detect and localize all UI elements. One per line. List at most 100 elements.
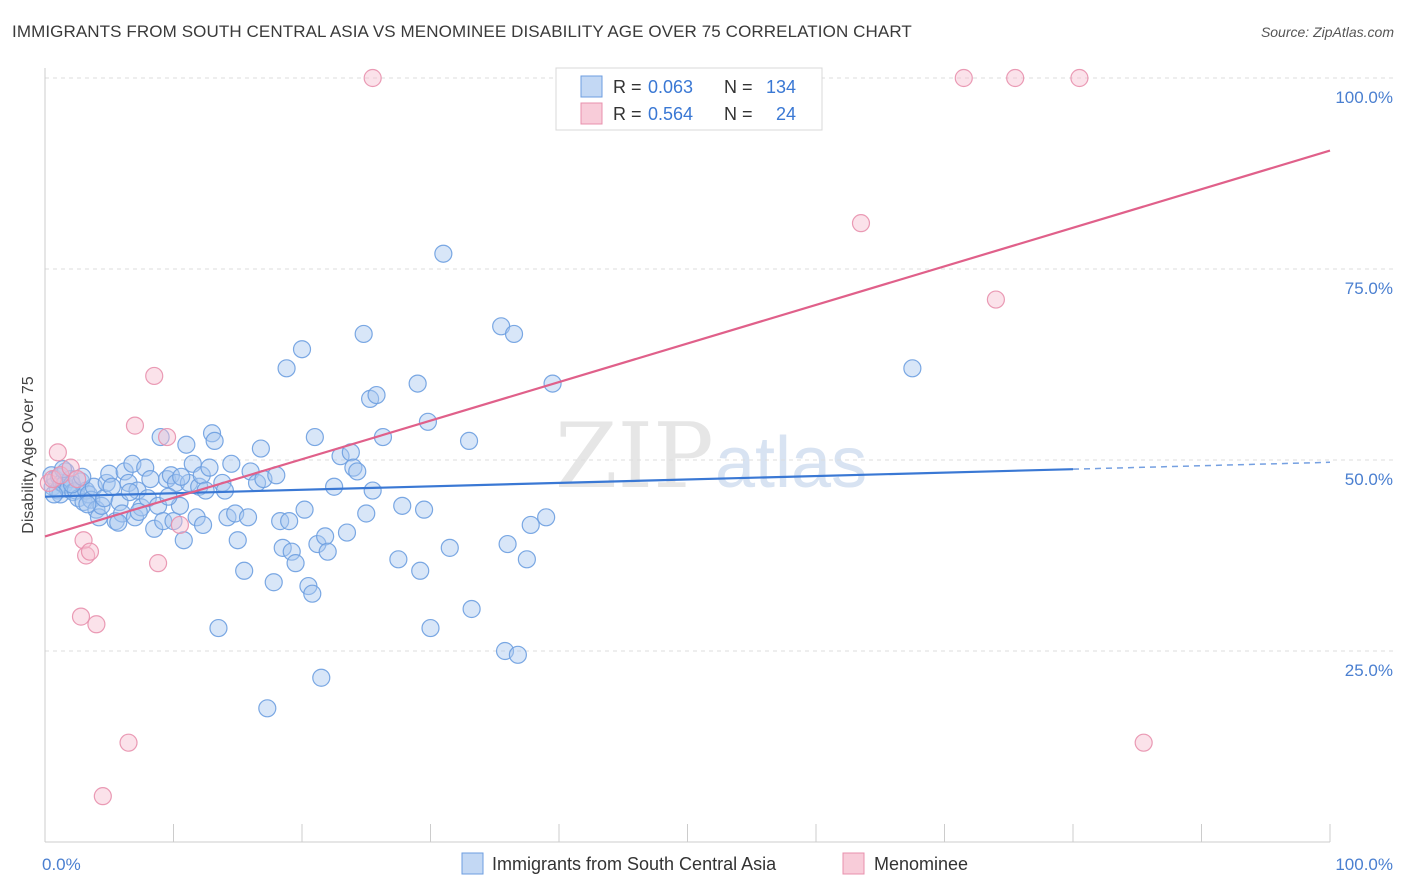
legend-top: R = 0.063 N = 134 R = 0.564 N = 24 — [555, 67, 823, 131]
y-tick-label-50: 50.0% — [1345, 470, 1393, 489]
pink-point — [986, 290, 1006, 309]
blue-point — [172, 467, 191, 486]
pink-point — [170, 515, 190, 535]
blue-point — [174, 531, 193, 550]
blue-point — [192, 466, 211, 485]
blue-point — [78, 495, 97, 514]
x-tick-label-100: 100.0% — [1335, 855, 1393, 874]
blue-point — [282, 542, 301, 561]
trend-lines — [44, 149, 1331, 538]
blue-point — [258, 699, 277, 718]
pink-point — [71, 607, 91, 626]
legend-n-label-blue: N = — [724, 77, 753, 97]
pink-point — [954, 68, 973, 88]
blue-point — [273, 538, 292, 557]
series-pink-points — [39, 68, 1153, 806]
blue-point — [537, 508, 556, 527]
blue-point — [363, 481, 382, 500]
blue-point — [264, 573, 283, 592]
x-tick-label-0: 0.0% — [42, 855, 81, 874]
legend-n-label-pink: N = — [724, 104, 753, 124]
blue-point — [292, 340, 312, 359]
blue-point — [222, 454, 241, 473]
pink-point — [87, 615, 106, 634]
legend-r-value-blue: 0.063 — [648, 77, 693, 97]
blue-point — [421, 618, 440, 638]
y-tick-labels: 25.0% 50.0% 75.0% 100.0% — [1335, 88, 1393, 680]
blue-point — [389, 550, 408, 569]
legend-swatch-pink — [580, 102, 603, 125]
blue-point — [462, 599, 481, 619]
blue-point — [325, 477, 344, 496]
legend-r-label-blue: R = — [613, 77, 642, 97]
pink-point — [1070, 68, 1089, 88]
source-credit: Source: ZipAtlas.com — [1260, 24, 1394, 40]
blue-point — [295, 500, 314, 519]
pink-point — [1006, 68, 1025, 88]
trend-line-pink — [44, 149, 1331, 538]
blue-point — [434, 244, 453, 263]
bottom-legend-swatch-blue — [461, 852, 484, 875]
pink-point — [157, 427, 177, 447]
blue-point — [238, 508, 258, 527]
pink-point — [851, 214, 871, 233]
bottom-legend-swatch-pink — [842, 852, 865, 875]
watermark-atlas: atlas — [715, 423, 867, 503]
blue-point — [235, 561, 254, 580]
blue-point — [354, 324, 373, 344]
blue-point — [115, 462, 134, 481]
legend-r-label-pink: R = — [613, 104, 642, 124]
blue-point — [286, 554, 305, 573]
y-axis-label: Disability Age Over 75 — [20, 376, 37, 534]
blue-point — [120, 482, 139, 502]
blue-point — [308, 534, 327, 554]
y-tick-label-75: 75.0% — [1345, 279, 1393, 298]
blue-point — [280, 512, 299, 531]
x-tick-labels: 0.0% 100.0% — [42, 855, 1393, 874]
y-tick-label-100: 100.0% — [1335, 88, 1393, 107]
blue-point — [136, 458, 155, 477]
blue-point — [337, 523, 357, 542]
pink-point — [80, 542, 100, 561]
pink-point — [61, 458, 80, 477]
pink-point — [93, 787, 112, 806]
pink-point — [1134, 733, 1153, 752]
pink-point — [148, 554, 168, 573]
blue-point — [44, 485, 64, 504]
blue-point — [521, 515, 540, 535]
y-tick-label-25: 25.0% — [1345, 661, 1393, 680]
pink-point — [119, 733, 138, 752]
blue-point — [459, 431, 479, 450]
blue-point — [312, 668, 331, 687]
legend-n-value-blue: 134 — [766, 77, 796, 97]
blue-point — [277, 359, 296, 378]
legend-swatch-blue — [580, 75, 603, 98]
blue-point — [177, 435, 196, 454]
blue-point — [393, 496, 412, 515]
blue-point — [251, 439, 270, 458]
pink-point — [68, 470, 87, 489]
blue-point — [200, 458, 219, 477]
chart-title: IMMIGRANTS FROM SOUTH CENTRAL ASIA VS ME… — [12, 22, 912, 41]
axes — [44, 68, 1331, 843]
blue-point — [209, 618, 228, 638]
blue-point — [508, 645, 527, 664]
blue-point — [408, 374, 427, 393]
bottom-legend-label-blue: Immigrants from South Central Asia — [492, 854, 777, 874]
pink-point — [48, 443, 67, 462]
blue-point — [228, 531, 247, 550]
pink-point — [363, 68, 382, 88]
blue-point — [411, 561, 430, 580]
legend-bottom: Immigrants from South Central Asia Menom… — [461, 852, 968, 875]
blue-point — [193, 515, 213, 535]
blue-point — [498, 534, 517, 554]
blue-point — [318, 542, 337, 561]
blue-point — [357, 504, 376, 523]
pink-point — [74, 531, 93, 550]
blue-point — [348, 462, 367, 481]
watermark-zip: ZIP — [555, 404, 714, 509]
blue-point — [151, 427, 170, 447]
blue-point — [305, 427, 324, 447]
blue-point — [303, 584, 322, 603]
